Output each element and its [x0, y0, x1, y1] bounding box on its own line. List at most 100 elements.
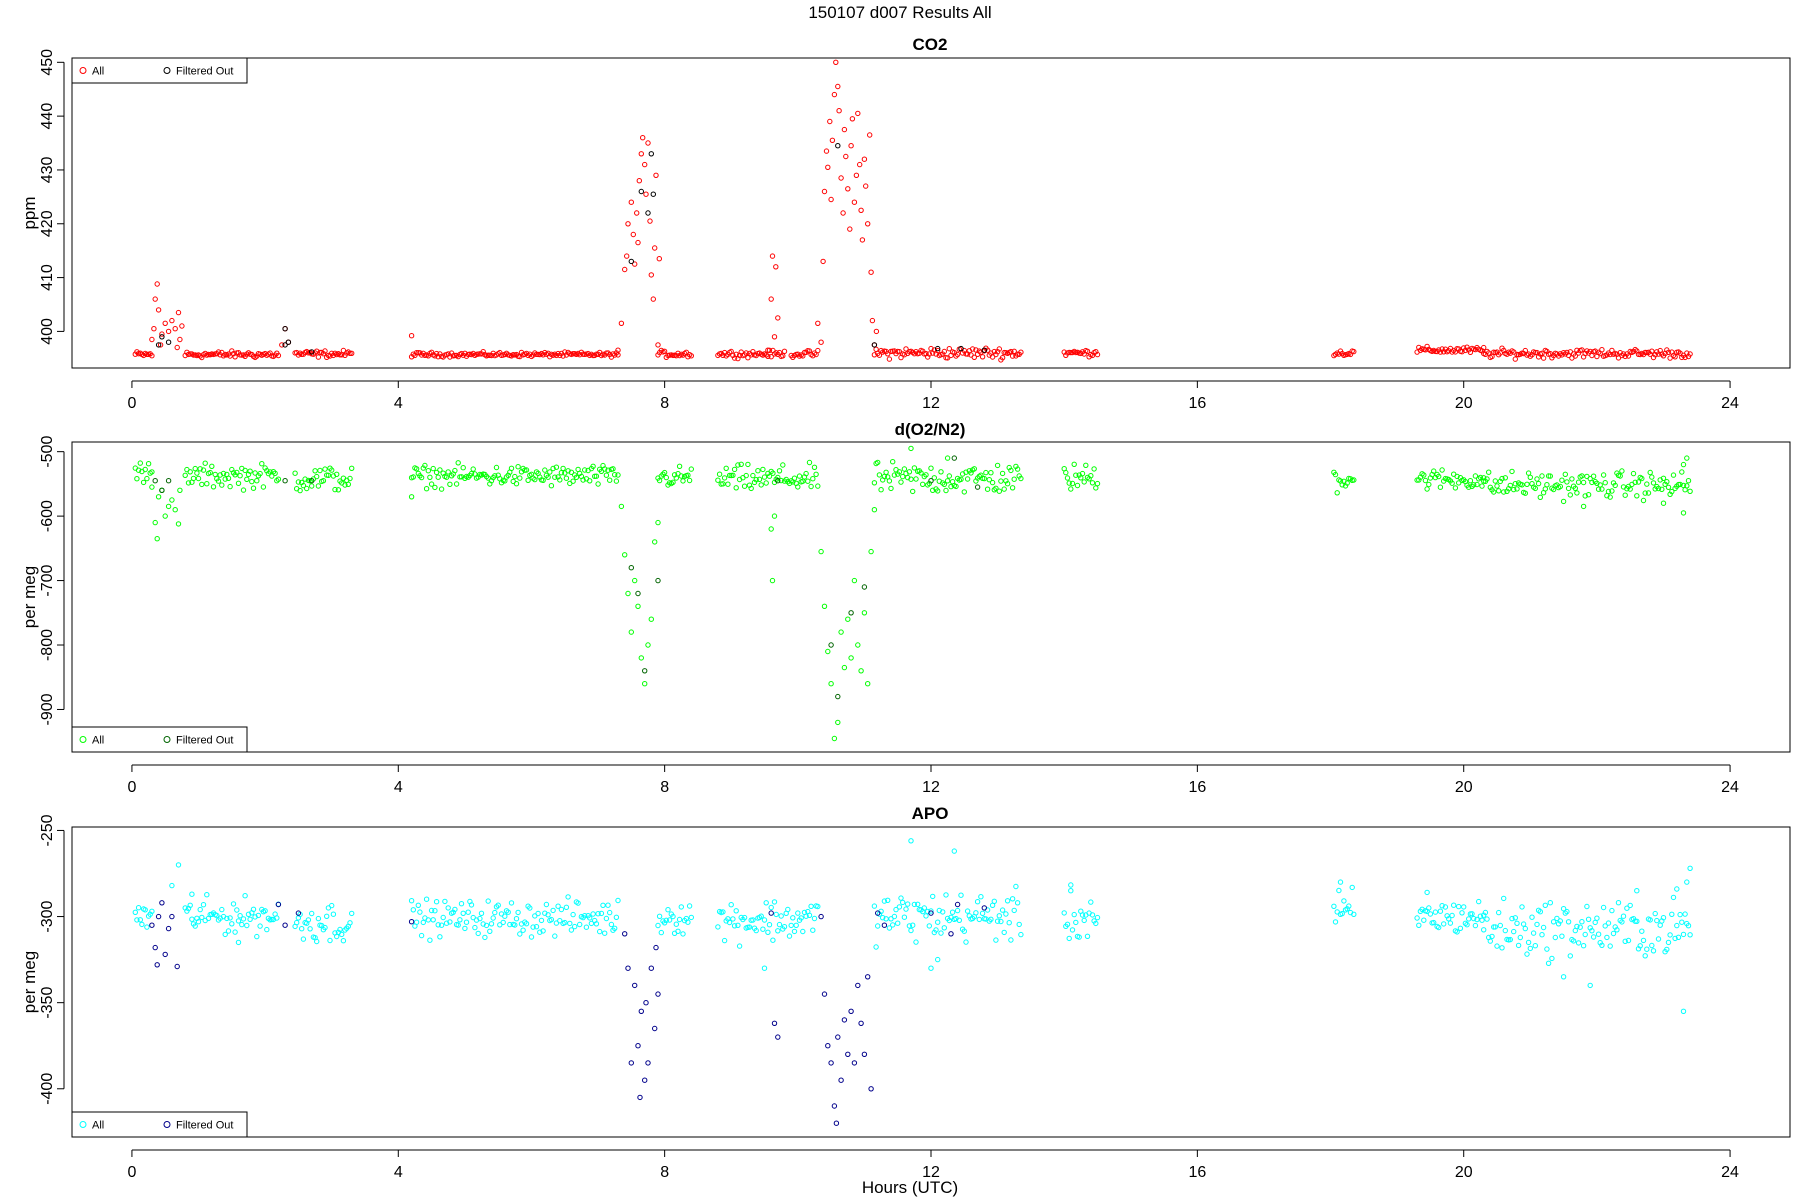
co2-data-point [840, 210, 846, 216]
o2n2-data-point [1071, 461, 1077, 467]
o2n2-data-point [192, 465, 198, 472]
apo-x-tick-label: 20 [1455, 1164, 1473, 1181]
o2n2-data-point [875, 459, 881, 466]
co2-data-point [928, 345, 934, 352]
o2n2-data-point [848, 655, 854, 661]
apo-data-point [1649, 942, 1655, 949]
apo-data-point [771, 899, 778, 905]
o2n2-data-point [1454, 473, 1460, 480]
apo-data-point [1647, 917, 1653, 923]
co2-data-point [1619, 352, 1625, 359]
o2n2-data-point [309, 478, 315, 484]
o2n2-plot-frame [71, 441, 1791, 753]
apo-data-point [871, 903, 878, 909]
apo-data-point [1577, 924, 1583, 930]
co2-series-all [132, 59, 1693, 363]
o2n2-data-point [661, 469, 668, 476]
o2n2-data-point [635, 603, 641, 609]
o2n2-data-point [573, 474, 580, 480]
apo-data-point [885, 897, 891, 903]
o2n2-data-point [680, 478, 686, 484]
co2-data-point [743, 350, 749, 356]
o2n2-data-point [312, 468, 318, 474]
apo-data-point [1562, 910, 1569, 916]
o2n2-data-point [435, 474, 441, 480]
o2n2-data-point [1416, 477, 1422, 483]
o2n2-data-point [342, 482, 348, 488]
o2n2-y-tick-label: -800 [39, 629, 56, 661]
o2n2-data-point [1659, 486, 1665, 492]
apo-data-point [1560, 974, 1567, 980]
apo-data-point [935, 919, 941, 925]
co2-data-point [1489, 353, 1495, 360]
o2n2-data-point [828, 681, 834, 687]
o2n2-data-point [582, 467, 588, 473]
o2n2-data-point [741, 483, 748, 489]
apo-data-point [517, 931, 523, 937]
o2n2-data-point [725, 481, 731, 487]
co2-legend-label: All [92, 66, 104, 78]
apo-data-point [1602, 923, 1608, 929]
o2n2-data-point [1083, 462, 1089, 468]
apo-data-point [1011, 907, 1017, 914]
apo-data-point [915, 901, 921, 907]
o2n2-data-point [1004, 481, 1011, 487]
co2-data-point [650, 296, 656, 302]
o2n2-data-point [1436, 473, 1442, 480]
o2n2-data-point [165, 503, 172, 510]
apo-data-point [490, 915, 496, 921]
apo-data-point [420, 919, 426, 926]
o2n2-data-point [470, 466, 476, 472]
apo-data-point [1574, 923, 1580, 930]
apo-data-point [1071, 911, 1077, 918]
apo-data-point [235, 939, 242, 946]
o2n2-data-point [165, 478, 172, 484]
o2n2-data-point [1535, 480, 1542, 487]
apo-data-point [418, 932, 425, 939]
apo-data-point [1520, 921, 1527, 927]
apo-data-point [507, 921, 513, 928]
apo-data-point [1680, 1008, 1687, 1014]
o2n2-series-filtered-out [152, 455, 981, 700]
o2n2-data-point [1421, 472, 1427, 478]
o2n2-data-point [194, 470, 200, 476]
co2-x-tick-label: 12 [922, 395, 940, 412]
o2n2-data-point [300, 482, 307, 489]
o2n2-data-point [685, 472, 691, 478]
o2n2-data-point [468, 470, 475, 477]
apo-data-point [274, 915, 280, 921]
o2n2-data-point [943, 487, 949, 494]
o2n2-data-point [1519, 482, 1525, 488]
o2n2-data-point [1466, 484, 1472, 490]
apo-data-point [502, 913, 508, 919]
o2n2-data-point [1094, 480, 1101, 487]
co2-y-axis-label: ppm [20, 196, 39, 229]
o2n2-data-point [918, 470, 924, 476]
apo-data-point [583, 924, 590, 930]
apo-data-point [1001, 929, 1007, 936]
o2n2-data-point [835, 719, 841, 726]
co2-data-point [836, 108, 842, 114]
o2n2-x-tick-label: 24 [1721, 779, 1739, 796]
co2-legend: All Filtered Out [71, 57, 248, 84]
apo-data-point [523, 921, 530, 927]
apo-data-point [881, 922, 888, 928]
o2n2-data-point [134, 476, 140, 482]
apo-data-point [229, 921, 235, 927]
o2n2-data-point [515, 464, 521, 470]
co2-data-point [640, 135, 646, 141]
o2n2-data-point [1064, 475, 1071, 481]
o2n2-data-point [944, 478, 951, 484]
o2n2-data-point [1344, 480, 1350, 486]
apo-data-point [1494, 943, 1500, 949]
apo-data-point [954, 907, 961, 914]
o2n2-data-point [1456, 480, 1462, 486]
o2n2-data-point [760, 466, 766, 473]
apo-data-point [349, 910, 355, 917]
apo-data-point [1530, 930, 1537, 936]
apo-data-point [242, 893, 248, 899]
co2-data-point [981, 347, 987, 353]
apo-data-point [1436, 924, 1442, 931]
o2n2-data-point [1001, 486, 1007, 492]
co2-data-point [944, 355, 951, 361]
